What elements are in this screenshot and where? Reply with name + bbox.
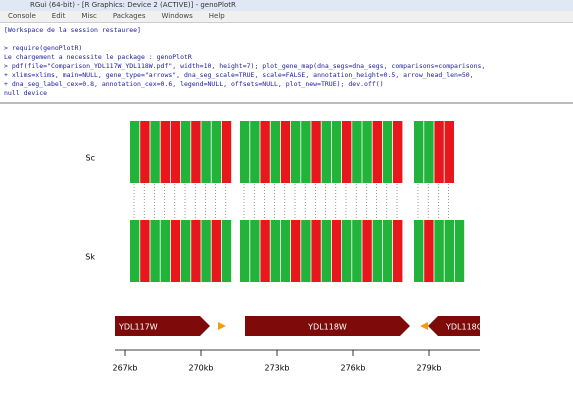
console-line: > pdf(file="Comparison_YDL117W_YDL118W.p… — [4, 62, 486, 70]
segment — [454, 220, 465, 282]
segment — [301, 220, 311, 282]
menu-item[interactable]: Console — [8, 12, 36, 20]
gene-arrow — [428, 316, 480, 336]
gene-label: YDL118C — [445, 323, 483, 332]
segment — [280, 220, 291, 282]
segment — [160, 121, 170, 183]
marker — [420, 322, 428, 330]
segment — [342, 121, 352, 183]
segment — [140, 220, 150, 282]
segment — [311, 220, 321, 282]
segment — [270, 220, 280, 282]
segment — [250, 121, 260, 183]
menu-item[interactable]: Edit — [51, 12, 66, 20]
gene-label: YDL118W — [307, 323, 347, 332]
segment — [280, 121, 291, 183]
segment — [321, 121, 331, 183]
menu-bar: Console Edit Misc Packages Windows Help — [0, 11, 573, 23]
segment — [424, 121, 434, 183]
segment — [301, 121, 311, 183]
console: [Workspace de la session restauree] > req… — [0, 24, 573, 104]
segment — [342, 220, 352, 282]
axis-tick-label: 273kb — [265, 364, 290, 373]
segment — [221, 220, 232, 282]
segment — [270, 121, 280, 183]
segment — [414, 220, 424, 282]
segment — [362, 220, 372, 282]
menu-item[interactable]: Misc — [81, 12, 97, 20]
segment — [250, 220, 260, 282]
segment — [444, 220, 454, 282]
segment — [170, 220, 181, 282]
segment — [331, 121, 342, 183]
segment — [352, 121, 362, 183]
segment — [240, 220, 250, 282]
segment — [170, 121, 181, 183]
segment — [444, 121, 454, 183]
console-line: Le chargement a necessite le package : g… — [4, 53, 192, 61]
segment — [181, 220, 191, 282]
segment — [434, 220, 444, 282]
segment — [211, 121, 221, 183]
segment — [414, 121, 424, 183]
plot: Sc Sk YDL117W YDL118W YDL118C 267kb 270kb 273kb… — [85, 121, 483, 373]
menu-item[interactable]: Windows — [161, 12, 193, 20]
menu-item[interactable]: Packages — [112, 12, 146, 20]
segment — [352, 220, 362, 282]
segment — [260, 220, 270, 282]
segment — [181, 121, 191, 183]
segment — [321, 220, 331, 282]
segment — [201, 121, 211, 183]
track-label: Sk — [85, 253, 95, 262]
segment — [424, 220, 434, 282]
gene-label: YDL117W — [118, 323, 158, 332]
segment — [291, 220, 301, 282]
segment — [240, 121, 250, 183]
segment — [260, 121, 270, 183]
segment — [191, 220, 201, 282]
gene-arrow — [245, 316, 410, 336]
segment — [291, 121, 301, 183]
segment — [140, 121, 150, 183]
console-line: > require(genoPlotR) — [4, 44, 83, 52]
gene-arrow — [115, 316, 210, 336]
axis-tick-label: 276kb — [341, 364, 366, 373]
console-line: null device — [4, 89, 48, 97]
axis-tick-label: 270kb — [189, 364, 214, 373]
menu-item[interactable]: Help — [208, 12, 225, 20]
segment — [382, 220, 393, 282]
segment — [150, 220, 160, 282]
segment — [331, 220, 342, 282]
segment — [372, 220, 382, 282]
marker — [218, 322, 226, 330]
segment — [130, 220, 140, 282]
console-line: + xlims=xlims, main=NULL, gene_type="arr… — [4, 71, 474, 79]
console-line: + dna_seg_label_cex=0.8, annotation_cex=… — [4, 80, 384, 88]
segment — [393, 220, 403, 282]
segment — [191, 121, 201, 183]
segment — [150, 121, 160, 183]
segment — [221, 121, 232, 183]
console-line — [4, 35, 569, 44]
track-label: Sc — [86, 154, 95, 163]
segment — [393, 121, 403, 183]
axis-tick-label: 279kb — [417, 364, 442, 373]
segment — [311, 121, 321, 183]
segment — [382, 121, 393, 183]
segment — [130, 121, 140, 183]
segment — [160, 220, 170, 282]
axis-tick-label: 267kb — [113, 364, 138, 373]
segment — [434, 121, 444, 183]
window-title: RGui (64-bit) - [R Graphics: Device 2 (A… — [0, 0, 573, 11]
console-line: [Workspace de la session restauree] — [4, 26, 141, 34]
segment — [362, 121, 372, 183]
segment — [211, 220, 221, 282]
segment — [201, 220, 211, 282]
segment — [372, 121, 382, 183]
